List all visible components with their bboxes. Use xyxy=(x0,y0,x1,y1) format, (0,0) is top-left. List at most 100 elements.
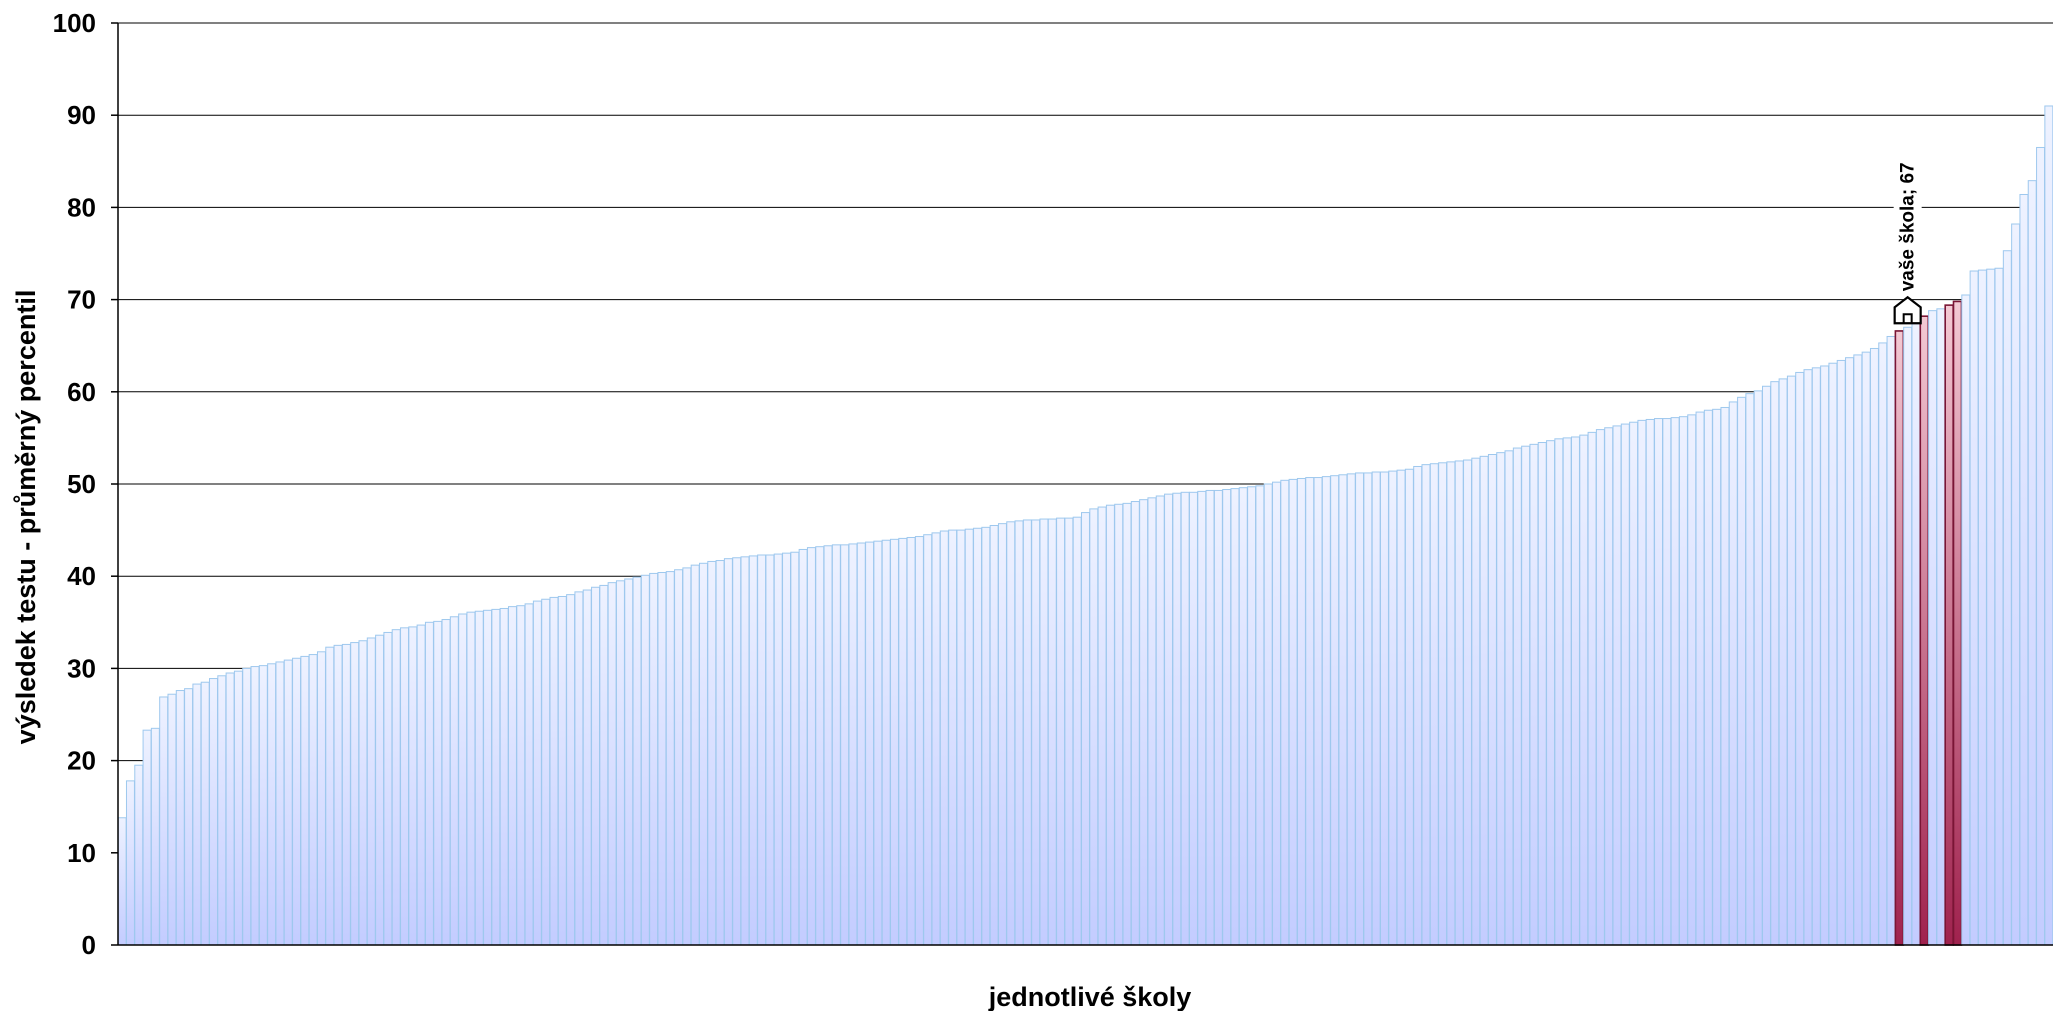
bar xyxy=(1064,517,1074,946)
bar xyxy=(350,642,360,946)
bar xyxy=(1695,411,1705,946)
bar xyxy=(1363,472,1373,946)
bar xyxy=(740,556,750,946)
bar xyxy=(1845,357,1855,946)
bar xyxy=(1396,469,1406,946)
bar xyxy=(549,596,559,946)
bar xyxy=(233,670,243,946)
bar xyxy=(125,780,135,946)
bar xyxy=(1728,401,1738,946)
bar xyxy=(1197,490,1207,946)
bar xyxy=(474,610,484,946)
bar xyxy=(316,651,326,946)
bar xyxy=(424,621,434,946)
bar xyxy=(375,634,385,946)
bar xyxy=(300,655,310,946)
bar xyxy=(898,537,908,946)
bar xyxy=(1878,342,1888,946)
bar xyxy=(989,524,999,946)
bar xyxy=(175,690,185,946)
bar xyxy=(1272,481,1281,946)
bar xyxy=(1587,431,1597,946)
bar xyxy=(1438,462,1448,946)
bar xyxy=(1579,434,1589,946)
bar xyxy=(1994,267,2004,946)
y-tick-label: 40 xyxy=(67,561,96,591)
bar xyxy=(2036,146,2046,946)
bar xyxy=(1413,465,1423,946)
bar xyxy=(1637,419,1647,946)
bar xyxy=(1770,381,1780,946)
bar xyxy=(391,629,401,946)
bar xyxy=(1280,479,1290,946)
bar xyxy=(939,530,949,946)
bar xyxy=(167,693,177,946)
bar xyxy=(1379,471,1389,946)
bar xyxy=(1795,371,1805,946)
bar xyxy=(117,817,127,946)
bar xyxy=(1421,464,1431,946)
bar xyxy=(1803,369,1813,946)
bar xyxy=(1745,393,1755,946)
bar xyxy=(1247,486,1257,946)
bar xyxy=(582,589,592,946)
bar xyxy=(1703,409,1713,946)
highlighted-bar xyxy=(1944,304,1954,946)
bar xyxy=(707,560,717,946)
bar xyxy=(1031,519,1041,946)
bar xyxy=(1205,489,1215,946)
bar xyxy=(1886,335,1896,946)
bar xyxy=(1338,474,1348,946)
bar xyxy=(325,646,335,946)
bar xyxy=(1288,478,1298,946)
bar xyxy=(732,557,742,946)
bar xyxy=(931,532,941,946)
bar xyxy=(2044,105,2053,946)
highlighted-bar xyxy=(1894,330,1905,946)
bar xyxy=(1720,406,1730,946)
bar xyxy=(1321,476,1331,946)
bar xyxy=(2019,193,2029,946)
annotation-label: vaše škola; 67 xyxy=(1898,162,1919,291)
bar xyxy=(1654,418,1664,946)
bar xyxy=(1479,455,1489,946)
bar xyxy=(1546,440,1556,946)
house-icon xyxy=(1893,295,1922,325)
bar xyxy=(433,620,443,946)
bar xyxy=(184,688,194,946)
bar xyxy=(1114,503,1124,946)
bar xyxy=(358,640,368,946)
bar xyxy=(615,580,625,946)
y-axis-title: výsledek testu - průměrný percentil xyxy=(11,290,41,745)
bar xyxy=(806,547,816,946)
bar xyxy=(1081,512,1090,946)
bar xyxy=(408,626,418,946)
bar xyxy=(400,627,409,946)
bar xyxy=(1471,457,1481,946)
bar xyxy=(1404,468,1414,946)
bar xyxy=(1147,497,1157,946)
bar xyxy=(1388,470,1398,946)
bar xyxy=(458,613,468,946)
bar xyxy=(2027,180,2037,946)
bar xyxy=(1454,460,1464,946)
bar xyxy=(1263,483,1273,946)
bar xyxy=(1836,359,1846,946)
bar xyxy=(1089,508,1099,946)
bar xyxy=(1355,472,1365,946)
y-tick-label: 10 xyxy=(67,838,96,868)
bar xyxy=(1595,429,1605,946)
bar xyxy=(1562,437,1572,946)
bar xyxy=(1604,427,1614,946)
y-tick-label: 50 xyxy=(67,469,96,499)
bar xyxy=(1977,269,1987,946)
bar xyxy=(142,729,152,946)
bar xyxy=(964,528,974,946)
bar xyxy=(956,529,966,946)
bar xyxy=(1139,499,1149,946)
bar xyxy=(790,551,800,946)
bar xyxy=(973,527,983,946)
bar xyxy=(267,663,277,946)
bar xyxy=(574,591,584,946)
